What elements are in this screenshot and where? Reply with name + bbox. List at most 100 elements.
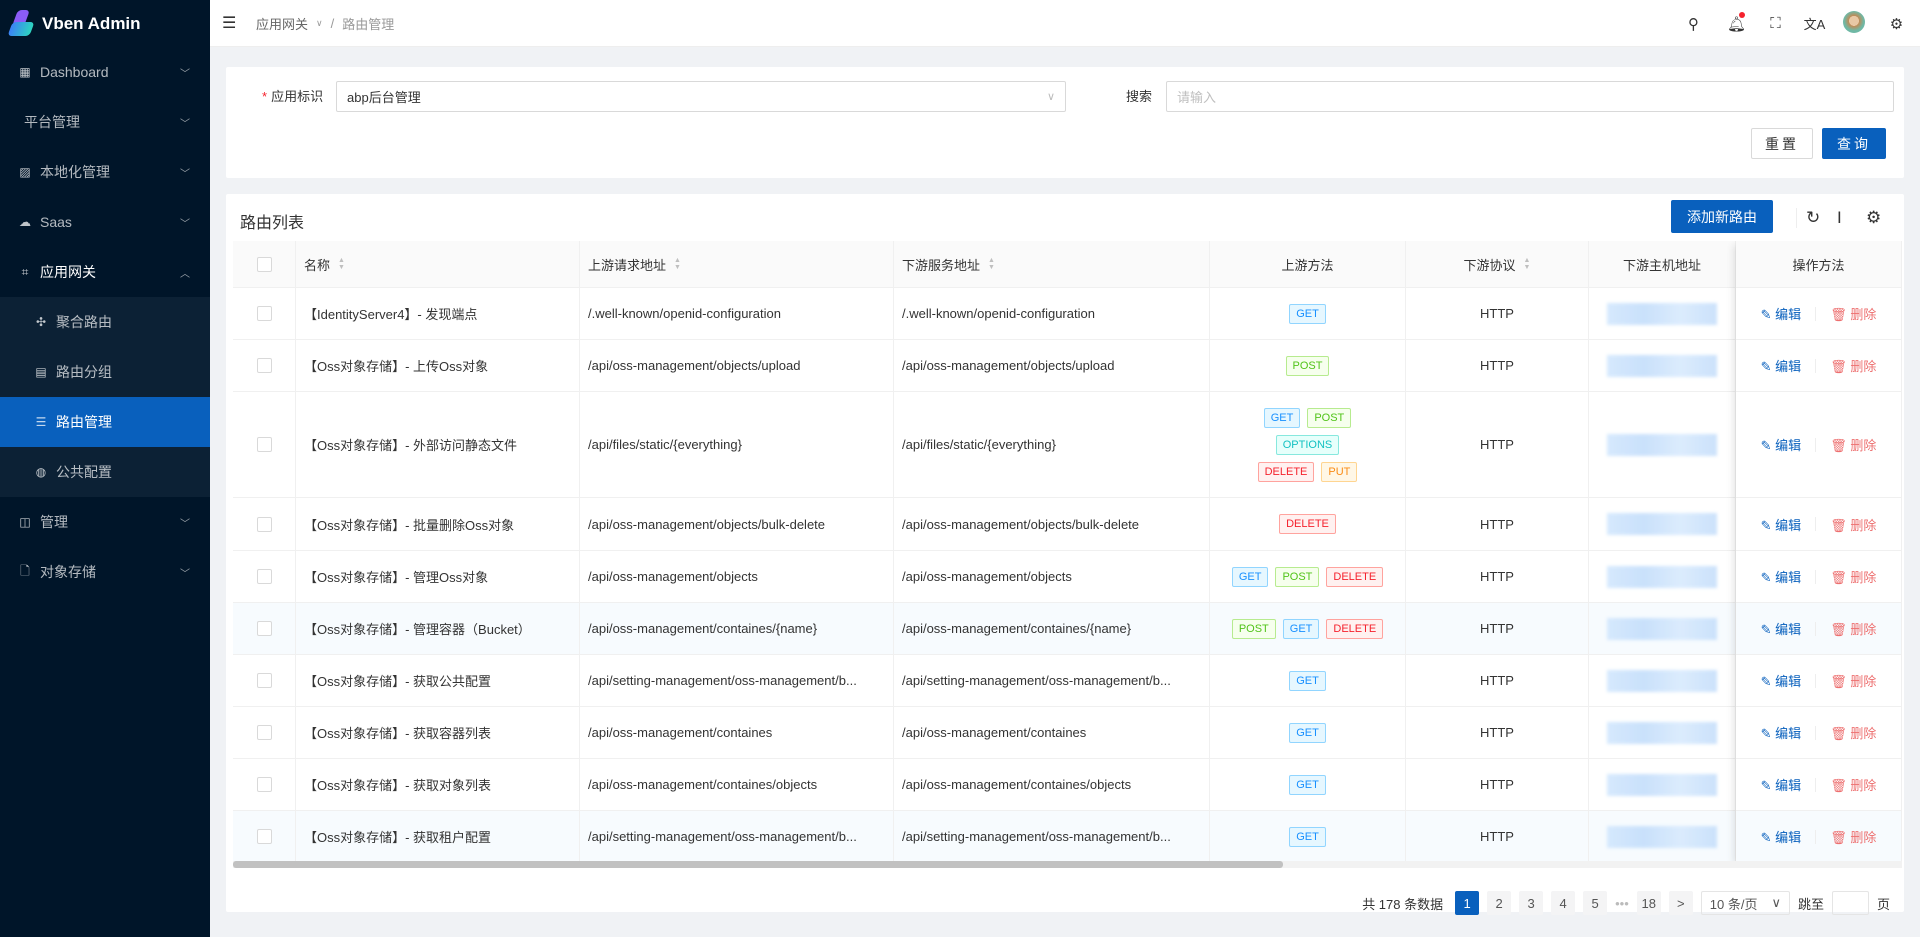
table-row[interactable]: 【Oss对象存储】- 上传Oss对象/api/oss-management/ob… (233, 340, 1902, 392)
column-header[interactable]: 下游主机地址 (1589, 241, 1736, 287)
sidebar-item-6[interactable]: 🗋 对象存储 ﹀ (0, 547, 210, 597)
refresh-icon[interactable]: ↻ (1806, 208, 1821, 227)
table-row[interactable]: 【Oss对象存储】- 外部访问静态文件/api/files/static/{ev… (233, 392, 1902, 498)
pagination: 共 178 条数据 1 2 3 4 5 ••• 18 >10 条/页 ∨ 跳至 页 (1362, 891, 1890, 915)
row-checkbox[interactable] (256, 569, 272, 584)
row-checkbox[interactable] (256, 829, 272, 844)
edit-button[interactable]: ✎ 编辑 (1761, 567, 1802, 586)
upstream-cell: /api/oss-management/containes/objects (580, 759, 894, 810)
jump-input[interactable] (1831, 891, 1869, 915)
sidebar-item-0[interactable]: ▦ Dashboard ﹀ (0, 47, 210, 97)
delete-button[interactable]: 🗑︎ 删除 (1830, 723, 1876, 742)
delete-button[interactable]: 🗑︎ 删除 (1830, 671, 1876, 690)
row-checkbox[interactable] (256, 306, 272, 321)
table-row[interactable]: 【Oss对象存储】- 批量删除Oss对象/api/oss-management/… (233, 498, 1902, 551)
trash-icon: 🗑︎ (1830, 830, 1851, 845)
menu-fold-icon[interactable]: ☰ (222, 15, 237, 32)
logo[interactable]: Vben Admin (0, 0, 210, 47)
sidebar-item-1[interactable]: 平台管理 ﹀ (0, 97, 210, 147)
delete-button[interactable]: 🗑︎ 删除 (1830, 567, 1876, 586)
edit-button[interactable]: ✎ 编辑 (1761, 671, 1802, 690)
bell-icon[interactable]: 🔔︎ (1721, 11, 1752, 33)
page-18[interactable]: 18 (1636, 891, 1661, 915)
row-checkbox[interactable] (256, 673, 272, 688)
search-icon[interactable]: ⚲ (1688, 15, 1699, 33)
search-input[interactable]: 请输入 (1166, 81, 1894, 112)
row-checkbox[interactable] (256, 777, 272, 792)
scrollbar-thumb[interactable] (233, 861, 1283, 868)
sort-icon[interactable]: ▲ ▼ (338, 257, 345, 271)
table-row[interactable]: 【Oss对象存储】- 获取公共配置/api/setting-management… (233, 655, 1902, 707)
delete-button[interactable]: 🗑︎ 删除 (1830, 827, 1876, 846)
translate-icon[interactable]: 文A (1803, 17, 1826, 32)
sidebar-subitem-3[interactable]: ◍ 公共配置 (0, 447, 210, 497)
edit-button[interactable]: ✎ 编辑 (1761, 827, 1802, 846)
delete-button[interactable]: 🗑︎ 删除 (1830, 515, 1876, 534)
ellipsis[interactable]: ••• (1615, 895, 1629, 911)
page-3[interactable]: 3 (1519, 891, 1544, 915)
sort-icon[interactable]: ▲ ▼ (674, 257, 681, 271)
settings-icon[interactable]: ⚙ (1866, 208, 1882, 227)
table-row[interactable]: 【Oss对象存储】- 获取租户配置/api/setting-management… (233, 811, 1902, 863)
top-header: ☰ 应用网关 ∨ / 路由管理 ⚲ 🔔︎ ⛶ 文A ⚙ (210, 0, 1920, 47)
avatar[interactable] (1838, 10, 1869, 37)
next-page-button[interactable]: > (1668, 891, 1693, 915)
table-row[interactable]: 【IdentityServer4】- 发现端点 /.well-known/open… (233, 288, 1902, 340)
page-5[interactable]: 5 (1583, 891, 1608, 915)
column-height-icon[interactable]: I (1837, 208, 1842, 227)
edit-button[interactable]: ✎ 编辑 (1761, 304, 1802, 323)
breadcrumb-item-gateway[interactable]: 应用网关 (256, 16, 309, 32)
fullscreen-icon[interactable]: ⛶ (1770, 15, 1781, 32)
table-row[interactable]: 【Oss对象存储】- 管理容器（Bucket） /api/oss-manageme… (233, 603, 1902, 655)
edit-button[interactable]: ✎ 编辑 (1761, 515, 1802, 534)
column-header[interactable]: 上游方法 (1210, 241, 1406, 287)
sort-icon[interactable]: ▲ ▼ (1523, 257, 1531, 271)
delete-button[interactable]: 🗑︎ 删除 (1830, 435, 1876, 454)
column-header[interactable]: 下游协议 ▲ ▼ (1406, 241, 1589, 287)
table-row[interactable]: 【Oss对象存储】- 获取对象列表/api/oss-management/con… (233, 759, 1902, 811)
row-checkbox[interactable] (256, 725, 272, 740)
row-checkbox[interactable] (256, 437, 272, 452)
sidebar-item-2[interactable]: ▨ 本地化管理 ﹀ (0, 147, 210, 197)
reset-button[interactable]: 重置 (1751, 128, 1813, 159)
page-size-select[interactable]: 10 条/页 ∨ (1700, 891, 1790, 915)
edit-button[interactable]: ✎ 编辑 (1761, 435, 1802, 454)
method-tag-delete: DELETE (1279, 514, 1336, 534)
table-row[interactable]: 【Oss对象存储】- 管理Oss对象/api/oss-management/ob… (233, 551, 1902, 603)
column-header[interactable]: 上游请求地址 ▲ ▼ (580, 241, 894, 287)
delete-button[interactable]: 🗑︎ 删除 (1830, 304, 1876, 323)
edit-button[interactable]: ✎ 编辑 (1761, 619, 1802, 638)
edit-button[interactable]: ✎ 编辑 (1761, 723, 1802, 742)
sidebar-subitem-2[interactable]: ☰ 路由管理 (0, 397, 210, 447)
add-route-button[interactable]: 添加新路由 (1671, 200, 1773, 233)
checkbox-cell (233, 655, 296, 706)
edit-button[interactable]: ✎ 编辑 (1761, 356, 1802, 375)
action-cell: ✎ 编辑 🗑︎ 删除 (1736, 811, 1902, 862)
method-tag-delete: DELETE (1326, 618, 1384, 639)
delete-button[interactable]: 🗑︎ 删除 (1830, 356, 1876, 375)
edit-button[interactable]: ✎ 编辑 (1761, 775, 1802, 794)
row-checkbox[interactable] (256, 621, 272, 636)
sort-icon[interactable]: ▲ ▼ (988, 257, 995, 271)
page-4[interactable]: 4 (1551, 891, 1576, 915)
sidebar-item-5[interactable]: ◫ 管理 ﹀ (0, 497, 210, 547)
delete-button[interactable]: 🗑︎ 删除 (1830, 619, 1876, 638)
page-2[interactable]: 2 (1487, 891, 1512, 915)
sidebar-item-4[interactable]: ⌗ 应用网关 ︿ (0, 247, 210, 297)
app-select[interactable]: abp后台管理 ∨ (336, 81, 1066, 112)
sidebar-item-3[interactable]: ☁ Saas ﹀ (0, 197, 210, 247)
gear-icon[interactable]: ⚙ (1889, 15, 1904, 33)
table-row[interactable]: 【Oss对象存储】- 获取容器列表/api/oss-management/con… (233, 707, 1902, 759)
row-checkbox[interactable] (256, 358, 272, 373)
horizontal-scrollbar[interactable] (233, 861, 1902, 868)
row-checkbox[interactable] (256, 516, 272, 532)
column-header[interactable]: 名称 ▲ ▼ (296, 241, 580, 287)
select-all-checkbox[interactable] (256, 256, 272, 272)
delete-button[interactable]: 🗑︎ 删除 (1830, 775, 1876, 794)
sidebar-subitem-0[interactable]: ✣ 聚合路由 (0, 297, 210, 347)
sidebar-subitem-1[interactable]: ▤ 路由分组 (0, 347, 210, 397)
submenu: ✣ 聚合路由 ▤ 路由分组 ☰ 路由管理 ◍ 公共配置 (0, 297, 210, 497)
query-button[interactable]: 查询 (1822, 128, 1886, 159)
column-header[interactable]: 下游服务地址 ▲ ▼ (894, 241, 1210, 287)
page-1[interactable]: 1 (1455, 891, 1480, 915)
